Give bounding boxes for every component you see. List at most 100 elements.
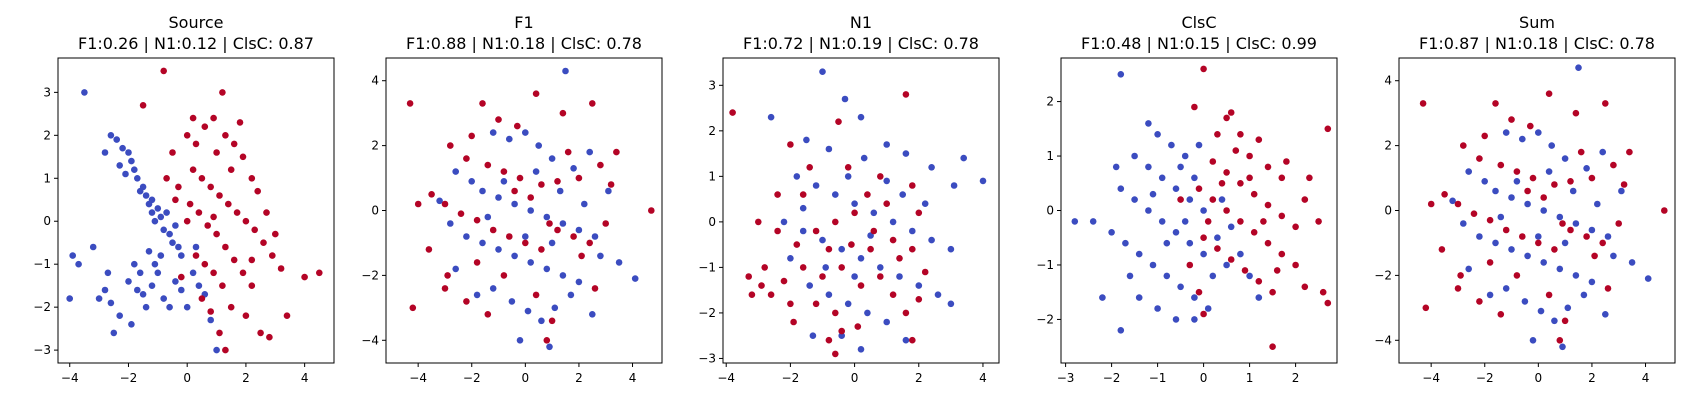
- data-point-red: [207, 308, 214, 315]
- data-point-red: [591, 285, 599, 292]
- data-point-blue: [806, 282, 813, 289]
- data-point-blue: [1177, 163, 1184, 171]
- data-point-blue: [148, 282, 156, 290]
- data-point-blue: [838, 245, 845, 253]
- y-tick-label: 3: [43, 85, 51, 99]
- data-point-red: [1577, 148, 1585, 156]
- data-point-red: [1620, 181, 1628, 188]
- data-point-red: [790, 318, 797, 326]
- data-point-red: [201, 260, 209, 268]
- data-point-red: [1551, 181, 1558, 188]
- data-point-red: [468, 132, 476, 140]
- data-point-blue: [1227, 223, 1235, 231]
- data-point-red: [806, 164, 813, 171]
- data-point-blue: [1122, 239, 1129, 247]
- data-point-red: [204, 222, 211, 229]
- data-point-red: [832, 218, 839, 226]
- data-point-blue: [825, 291, 833, 299]
- data-point-red: [160, 67, 167, 75]
- data-point-red: [1278, 174, 1286, 182]
- data-point-blue: [1117, 185, 1125, 192]
- data-point-blue: [1535, 233, 1542, 240]
- data-point-blue: [125, 149, 132, 156]
- data-point-red: [169, 149, 176, 156]
- data-point-red: [648, 207, 655, 214]
- data-point-red: [1422, 304, 1430, 312]
- data-point-red: [484, 311, 492, 318]
- data-point-blue: [1099, 294, 1106, 301]
- data-point-red: [546, 220, 553, 227]
- data-point-red: [1241, 267, 1249, 274]
- data-point-red: [780, 277, 788, 285]
- data-point-blue: [1564, 304, 1572, 312]
- data-point-red: [219, 282, 226, 290]
- data-point-red: [1292, 261, 1299, 269]
- data-point-red: [915, 209, 923, 217]
- data-point-blue: [1497, 213, 1505, 221]
- data-point-red: [447, 142, 454, 149]
- data-point-red: [239, 153, 247, 161]
- x-tick-label: −2: [463, 371, 481, 385]
- data-point-red: [1301, 196, 1309, 203]
- data-point-red: [260, 239, 267, 246]
- data-point-blue: [851, 273, 858, 280]
- data-point-red: [548, 317, 556, 325]
- data-point-blue: [522, 233, 529, 240]
- data-point-blue: [154, 205, 162, 212]
- data-point-blue: [1465, 265, 1472, 273]
- data-point-blue: [559, 272, 567, 279]
- data-point-red: [463, 155, 470, 162]
- x-tick-label: −2: [120, 371, 138, 385]
- panel-title: ClsC: [1181, 13, 1216, 32]
- data-point-blue: [1181, 218, 1189, 225]
- y-tick-label: 0: [708, 215, 716, 229]
- data-point-blue: [1191, 316, 1198, 323]
- data-point-red: [799, 264, 807, 271]
- data-point-red: [1278, 250, 1286, 258]
- panel-subtitle: F1:0.88 | N1:0.18 | ClsC: 0.78: [406, 34, 642, 53]
- data-point-blue: [1572, 220, 1580, 227]
- data-point-red: [1223, 169, 1230, 176]
- data-point-red: [219, 89, 226, 96]
- data-point-red: [1599, 239, 1606, 247]
- y-tick-label: −4: [1374, 333, 1392, 347]
- data-point-red: [1195, 288, 1203, 296]
- data-point-blue: [819, 68, 826, 75]
- data-point-blue: [447, 220, 454, 227]
- data-point-red: [1438, 246, 1446, 253]
- data-point-red: [1246, 174, 1253, 182]
- data-point-blue: [166, 303, 173, 311]
- data-point-blue: [151, 260, 159, 268]
- data-point-red: [257, 329, 264, 337]
- data-point-blue: [511, 200, 518, 208]
- data-point-blue: [870, 209, 878, 217]
- data-point-blue: [500, 178, 508, 185]
- data-point-red: [1315, 218, 1322, 225]
- data-point-red: [1626, 148, 1633, 156]
- data-point-blue: [825, 145, 833, 153]
- data-point-red: [239, 269, 247, 277]
- data-point-blue: [195, 282, 203, 290]
- data-point-red: [851, 209, 858, 217]
- data-point-blue: [1486, 291, 1494, 299]
- data-point-blue: [134, 175, 141, 182]
- data-point-blue: [213, 346, 220, 354]
- data-point-blue: [841, 95, 849, 103]
- data-point-red: [543, 337, 551, 344]
- data-point-blue: [1502, 129, 1510, 136]
- data-point-red: [589, 100, 596, 107]
- data-point-blue: [192, 243, 200, 251]
- data-point-blue: [1089, 218, 1097, 225]
- y-tick-label: 1: [1046, 149, 1054, 163]
- data-point-blue: [1154, 131, 1161, 138]
- x-tick-label: −4: [1422, 371, 1440, 385]
- data-point-blue: [809, 332, 817, 340]
- data-point-red: [409, 304, 417, 312]
- data-point-red: [511, 187, 518, 195]
- data-point-red: [812, 227, 820, 235]
- data-point-blue: [1545, 168, 1553, 175]
- data-point-red: [230, 140, 238, 148]
- data-point-red: [192, 252, 200, 259]
- data-point-blue: [157, 252, 165, 259]
- y-tick-label: 1: [708, 169, 716, 183]
